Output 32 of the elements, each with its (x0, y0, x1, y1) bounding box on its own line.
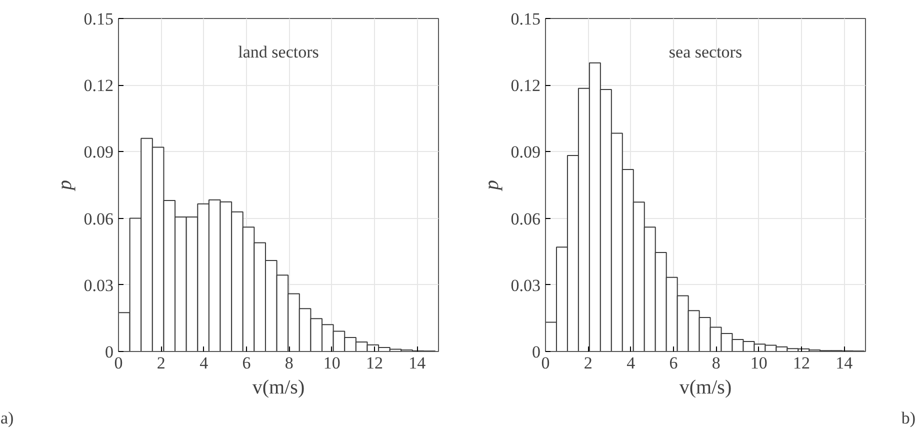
y-axis-title: p (54, 180, 76, 192)
y-tick-label: 0.09 (84, 142, 114, 162)
text: b) (901, 408, 916, 428)
x-tick-label: 14 (836, 354, 854, 372)
x-tick-label: 2 (156, 354, 166, 372)
y-tick-label: 0.09 (510, 142, 540, 162)
x-axis-title: v(m/s) (252, 376, 305, 398)
x-tick-label: 14 (408, 354, 426, 372)
y-tick-label: 0.12 (84, 76, 114, 96)
x-tick-label: 8 (284, 354, 294, 372)
x-tick-label: 2 (584, 354, 592, 372)
text: sea sectors (668, 42, 742, 62)
x-tick-label: 4 (200, 354, 209, 372)
y-axis-title: p (480, 180, 503, 192)
x-tick-label: 10 (750, 354, 768, 372)
x-tick-label: 6 (669, 354, 678, 372)
y-tick-label: 0.06 (84, 209, 114, 228)
x-tick-label: 12 (793, 354, 810, 372)
text: land sectors (238, 42, 319, 62)
text: a) (0, 408, 14, 428)
x-tick-label: 10 (323, 354, 340, 372)
y-tick-label: 0.12 (510, 76, 540, 96)
y-tick-label: 0.03 (510, 276, 540, 295)
x-axis-title: v(m/s) (679, 376, 732, 398)
x-tick-label: 4 (626, 354, 636, 372)
x-tick-label: 6 (242, 354, 251, 372)
x-tick-label: 8 (712, 354, 720, 372)
y-tick-label: 0.03 (84, 276, 114, 295)
y-tick-label: 0.06 (510, 209, 540, 228)
x-tick-label: 12 (366, 354, 383, 372)
y-tick-label: 0.15 (84, 10, 114, 28)
y-tick-label: 0.15 (510, 10, 540, 28)
